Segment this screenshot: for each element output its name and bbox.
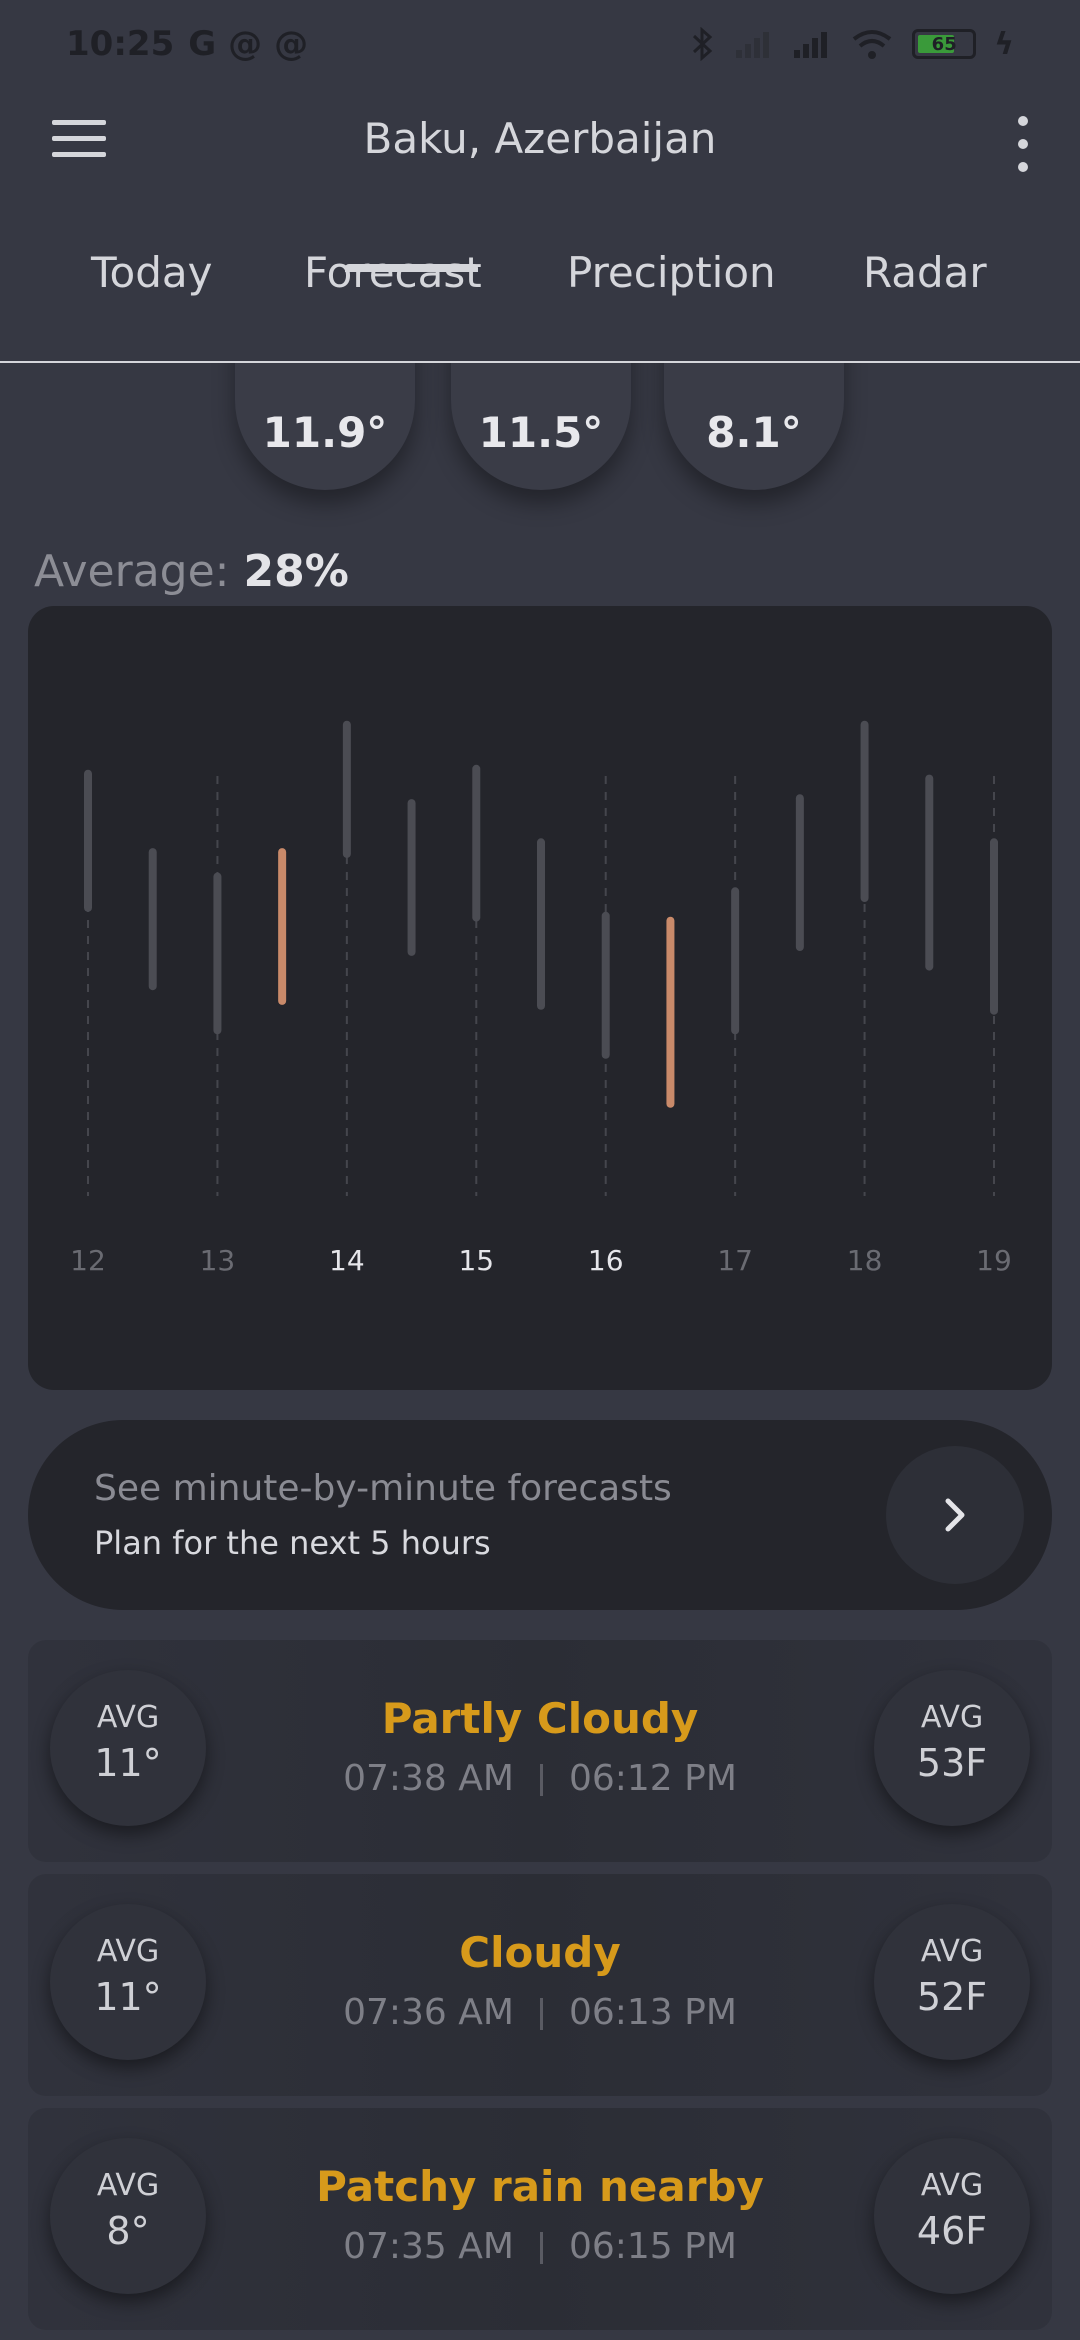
chart-bar [472,764,481,922]
precipitation-chart: 12 13 14 15 16 17 18 19 [28,606,1052,1390]
chart-x-tick-label: 19 [976,1244,1012,1277]
more-options-icon[interactable] [1008,116,1038,172]
signal-icon [794,32,828,58]
minute-card-subtitle: Plan for the next 5 hours [94,1524,491,1562]
chart-x-tick-label: 16 [588,1244,624,1277]
charging-icon: ϟ [994,26,1014,62]
tab-forecast[interactable]: Forecast [304,248,482,297]
chart-x-tick-label: 18 [847,1244,883,1277]
chart-x-tick-label: 14 [329,1244,365,1277]
avg-celsius: 11° [94,1975,162,2019]
avg-celsius: 11° [94,1741,162,1785]
menu-icon[interactable] [52,120,106,162]
average-precipitation: Average: 28% [34,546,349,597]
chart-bar [148,848,157,991]
avg-label: AVG [920,1934,984,1969]
sunrise-time: 07:35 AM [343,2226,514,2267]
avg-celsius-badge: AVG 8° [50,2138,206,2294]
forecast-row[interactable]: AVG 11° Partly Cloudy 07:38 AM 06:12 PM A… [28,1640,1052,1862]
chart-bar-highlight [278,848,287,1005]
chart-bar [731,887,740,1035]
avg-fahrenheit: 52F [916,1975,988,2019]
chart-bar [860,720,869,902]
app-header: Baku, Azerbaijan Today Forecast Precipti… [0,88,1080,363]
avg-celsius-badge: AVG 11° [50,1670,206,1826]
avg-label: AVG [96,2168,160,2203]
condition-title: Cloudy [459,1928,621,1977]
chart-bar [795,794,804,951]
avg-fahrenheit-badge: AVG 53F [874,1670,1030,1826]
google-icon: G [188,24,217,64]
wifi-icon [852,30,892,59]
avg-celsius-badge: AVG 11° [50,1904,206,2060]
chart-bar [601,911,610,1059]
sunset-time: 06:13 PM [568,1992,737,2033]
sunrise-time: 07:38 AM [343,1758,514,1799]
minute-card-title: See minute-by-minute forecasts [94,1468,672,1509]
forecast-row[interactable]: AVG 11° Cloudy 07:36 AM 06:13 PM AVG 52F [28,1874,1052,2096]
chart-bar [342,720,351,858]
condition-title: Partly Cloudy [381,1694,699,1743]
average-label: Average: [34,546,230,597]
chart-bar [407,799,416,956]
sun-times: 07:36 AM 06:13 PM [28,1992,1052,2033]
forecast-row[interactable]: AVG 8° Patchy rain nearby 07:35 AM 06:15 … [28,2108,1052,2330]
avg-label: AVG [96,1934,160,1969]
chart-x-tick-label: 13 [200,1244,236,1277]
chart-x-tick-label: 17 [717,1244,753,1277]
sun-times: 07:35 AM 06:15 PM [28,2226,1052,2267]
tab-radar[interactable]: Radar [863,248,987,297]
tab-bar: Today Forecast Preciption Radar [0,248,1080,328]
active-tab-indicator [345,264,478,272]
avg-fahrenheit-badge: AVG 46F [874,2138,1030,2294]
status-time: 10:25 [66,24,175,64]
chart-svg: 12 13 14 15 16 17 18 19 [70,720,1012,1277]
avg-celsius: 8° [106,2209,150,2253]
sunset-time: 06:12 PM [568,1758,737,1799]
bluetooth-icon [693,27,713,61]
tab-today[interactable]: Today [91,248,213,297]
sunset-time: 06:15 PM [568,2226,737,2267]
chart-bar [990,838,998,1015]
chart-x-tick-label: 15 [458,1244,494,1277]
day-temp: 8.1° [706,408,802,457]
sun-times: 07:38 AM 06:12 PM [28,1758,1052,1799]
minute-forecast-card[interactable]: See minute-by-minute forecasts Plan for … [28,1420,1052,1610]
chart-bar-highlight [666,916,675,1108]
chart-bar [537,838,545,1010]
avg-fahrenheit-badge: AVG 52F [874,1904,1030,2060]
average-value: 28% [243,546,349,597]
sunrise-time: 07:36 AM [343,1992,514,2033]
chart-bar [213,872,222,1035]
day-temp: 11.5° [478,408,604,457]
chart-bar [925,774,934,971]
signal-icon [736,32,770,58]
tab-preciption[interactable]: Preciption [567,248,776,297]
battery-indicator: 65 [912,29,977,59]
condition-title: Patchy rain nearby [316,2162,764,2211]
status-bar: 10:25 G @ @ 65 ϟ [0,0,1080,88]
avg-fahrenheit: 46F [916,2209,988,2253]
avg-label: AVG [920,2168,984,2203]
chevron-right-button[interactable] [886,1446,1024,1584]
chart-x-tick-label: 12 [70,1244,106,1277]
location-title: Baku, Azerbaijan [363,114,717,163]
avg-label: AVG [96,1700,160,1735]
chevron-right-icon [945,1498,965,1532]
at-sign-icon: @ [274,24,309,64]
avg-label: AVG [920,1700,984,1735]
avg-fahrenheit: 53F [916,1741,988,1785]
day-temp: 11.9° [262,408,388,457]
chart-bar [84,769,92,912]
at-sign-icon: @ [228,24,263,64]
